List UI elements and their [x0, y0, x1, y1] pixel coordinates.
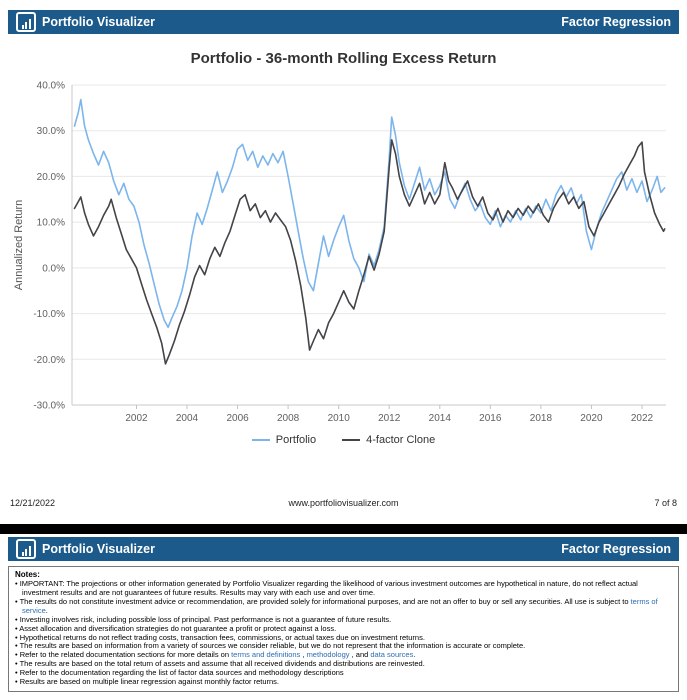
note-line: • The results are based on the total ret…: [15, 659, 672, 669]
note-line: • Hypothetical returns do not reflect tr…: [15, 632, 672, 643]
note-text: The results are based on the total retur…: [19, 659, 425, 669]
page-number: 7 of 8: [654, 498, 677, 508]
note-text: Hypothetical returns do not reflect trad…: [19, 632, 425, 642]
note-line: • Investing involves risk, including pos…: [15, 614, 672, 625]
svg-text:20.0%: 20.0%: [37, 172, 65, 183]
svg-text:30.0%: 30.0%: [37, 126, 65, 137]
note-text: The results are based on information fro…: [19, 641, 526, 651]
bullet-icon: •: [15, 579, 20, 589]
note-text: Refer to the related documentation secti…: [19, 650, 232, 660]
note-line: • Asset allocation and diversification s…: [15, 623, 672, 634]
svg-text:40.0%: 40.0%: [37, 81, 65, 92]
note-text: Investing involves risk, including possi…: [19, 614, 392, 624]
svg-text:2008: 2008: [277, 413, 300, 424]
note-text: The results do not constitute investment…: [19, 597, 631, 607]
rolling-excess-return-chart: 40.0% 30.0% 20.0% 10.0% 0.0% -10.0% -20.0% -30.…: [8, 75, 679, 432]
portfolio-visualizer-logo-icon: [16, 12, 36, 32]
legend-item-4-factor-clone: 4-factor Clone: [342, 434, 435, 446]
header-bar: Portfolio Visualizer Factor Regression: [8, 537, 679, 561]
bullet-icon: •: [15, 623, 20, 633]
svg-text:10.0%: 10.0%: [37, 218, 65, 229]
svg-text:-30.0%: -30.0%: [33, 401, 65, 412]
note-line: • Results are based on multiple linear r…: [15, 676, 672, 687]
series-line-portfolio: [73, 98, 666, 329]
svg-text:0.0%: 0.0%: [42, 263, 65, 274]
svg-text:2002: 2002: [125, 413, 148, 424]
chart-canvas: 40.0% 30.0% 20.0% 10.0% 0.0% -10.0% -20.0% -30.…: [13, 81, 666, 424]
note-line: • The results are based on information f…: [15, 641, 672, 651]
portfolio-visualizer-logo-icon: [16, 539, 36, 559]
legend-label: Portfolio: [275, 434, 317, 446]
note-line: • IMPORTANT: The projections or other in…: [15, 580, 672, 598]
note-line: • The results do not constitute investme…: [15, 597, 672, 616]
bullet-icon: •: [15, 632, 20, 642]
svg-text:-20.0%: -20.0%: [33, 355, 65, 366]
svg-text:2020: 2020: [580, 413, 603, 424]
note-line: • Refer to the related documentation sec…: [15, 650, 672, 660]
report-page-1: Portfolio Visualizer Factor Regression P…: [8, 0, 679, 508]
notes-link[interactable]: terms and definitions: [231, 650, 301, 660]
header-bar: Portfolio Visualizer Factor Regression: [8, 10, 679, 34]
svg-text:2016: 2016: [479, 413, 502, 424]
bullet-icon: •: [15, 650, 20, 660]
legend-label: 4-factor Clone: [366, 434, 436, 446]
note-text: Results are based on multiple linear reg…: [19, 676, 280, 686]
legend-swatch-icon: [251, 439, 270, 441]
note-text: IMPORTANT: The projections or other info…: [19, 579, 638, 598]
report-section-title: Factor Regression: [561, 542, 671, 556]
report-section-title: Factor Regression: [561, 15, 671, 29]
note-text: Asset allocation and diversification str…: [19, 623, 337, 633]
notes-link[interactable]: data sources: [370, 650, 414, 660]
brand: Portfolio Visualizer: [16, 539, 155, 559]
note-line: • Refer to the documentation regarding t…: [15, 667, 672, 678]
bullet-icon: •: [15, 614, 20, 624]
brand-name: Portfolio Visualizer: [42, 542, 155, 556]
page-footer: 12/21/2022 www.portfoliovisualizer.com 7…: [8, 498, 679, 508]
bullet-icon: •: [15, 667, 20, 677]
note-text: .: [45, 605, 48, 615]
notes-link[interactable]: methodology: [306, 650, 350, 660]
svg-text:2012: 2012: [378, 413, 401, 424]
svg-text:2010: 2010: [328, 413, 351, 424]
brand: Portfolio Visualizer: [16, 12, 155, 32]
site-url: www.portfoliovisualizer.com: [288, 498, 399, 508]
chart-legend: Portfolio 4-factor Clone: [8, 434, 679, 446]
svg-text:2006: 2006: [226, 413, 249, 424]
report-page-2: Portfolio Visualizer Factor Regression N…: [8, 534, 679, 692]
bullet-icon: •: [15, 597, 20, 607]
legend-swatch-icon: [342, 439, 361, 441]
notes-title: Notes:: [15, 570, 40, 579]
bullet-icon: •: [15, 659, 20, 669]
svg-text:-10.0%: -10.0%: [33, 309, 65, 320]
bullet-icon: •: [15, 641, 20, 651]
series-line-4-factor-clone: [73, 139, 666, 365]
brand-name: Portfolio Visualizer: [42, 15, 155, 29]
report-date: 12/21/2022: [10, 498, 56, 508]
svg-text:2004: 2004: [176, 413, 199, 424]
svg-text:2018: 2018: [530, 413, 553, 424]
note-text: .: [413, 650, 416, 660]
note-text: ,: [300, 650, 307, 660]
note-text: , and: [349, 650, 371, 660]
notes-link[interactable]: terms of service: [22, 597, 658, 615]
svg-text:2022: 2022: [631, 413, 654, 424]
svg-text:2014: 2014: [429, 413, 452, 424]
note-text: Refer to the documentation regarding the…: [19, 667, 344, 677]
y-axis-title: Annualized Return: [13, 200, 25, 291]
legend-item-portfolio: Portfolio: [251, 434, 317, 446]
notes-box: Notes: • IMPORTANT: The projections or o…: [8, 566, 679, 692]
chart-title: Portfolio - 36-month Rolling Excess Retu…: [190, 50, 497, 67]
bullet-icon: •: [15, 676, 20, 686]
notes-list: • IMPORTANT: The projections or other in…: [15, 580, 672, 686]
page-separator: [0, 524, 687, 534]
